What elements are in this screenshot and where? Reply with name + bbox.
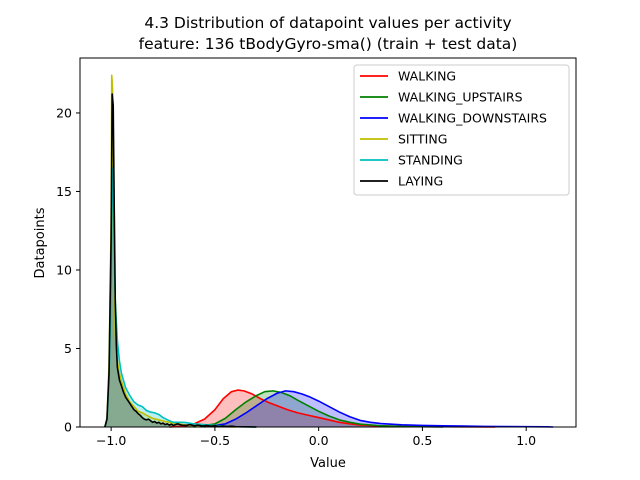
legend: WALKING WALKING_UPSTAIRS WALKING_DOWNSTAIR… bbox=[353, 64, 570, 196]
y-tick-label: 5 bbox=[64, 341, 72, 356]
series-line-walking-downstairs bbox=[204, 390, 554, 428]
x-tick-label: 0.0 bbox=[309, 433, 329, 448]
series-line-sitting bbox=[104, 74, 236, 428]
series-area-walking-downstairs bbox=[204, 390, 554, 427]
y-tick-label: 10 bbox=[56, 262, 72, 277]
chart-title: 4.3 Distribution of datapoint values per… bbox=[144, 14, 511, 32]
series-line-walking-upstairs bbox=[194, 390, 444, 428]
x-axis: −1.0 −0.5 0.0 0.5 1.0 bbox=[96, 427, 536, 448]
series-area-walking-upstairs bbox=[194, 390, 444, 427]
legend-label-standing: STANDING bbox=[398, 153, 463, 168]
legend-box bbox=[353, 64, 570, 196]
series-lines bbox=[104, 74, 554, 428]
y-tick-label: 0 bbox=[64, 420, 72, 435]
legend-label-walking-upstairs: WALKING_UPSTAIRS bbox=[398, 90, 523, 105]
y-tick-label: 20 bbox=[56, 105, 72, 120]
x-tick-label: −0.5 bbox=[200, 433, 230, 448]
y-axis: 0 5 10 15 20 bbox=[56, 105, 80, 435]
legend-label-sitting: SITTING bbox=[398, 132, 447, 147]
x-tick-label: −1.0 bbox=[96, 433, 126, 448]
series-area-standing bbox=[104, 167, 257, 427]
x-axis-label: Value bbox=[310, 456, 346, 471]
series-line-laying bbox=[104, 93, 257, 428]
chart-subtitle: feature: 136 tBodyGyro-sma() (train + te… bbox=[139, 35, 518, 53]
legend-label-walking-downstairs: WALKING_DOWNSTAIRS bbox=[398, 111, 547, 126]
plot-frame bbox=[79, 57, 577, 428]
series-line-standing bbox=[104, 167, 257, 428]
y-tick-label: 15 bbox=[56, 184, 72, 199]
series-area-sitting bbox=[104, 75, 236, 428]
legend-label-laying: LAYING bbox=[398, 174, 443, 189]
x-tick-label: 1.0 bbox=[516, 433, 536, 448]
y-axis-label: Datapoints bbox=[33, 207, 48, 278]
legend-label-walking: WALKING bbox=[398, 69, 456, 84]
series-area-laying bbox=[104, 94, 257, 428]
x-tick-label: 0.5 bbox=[412, 433, 432, 448]
